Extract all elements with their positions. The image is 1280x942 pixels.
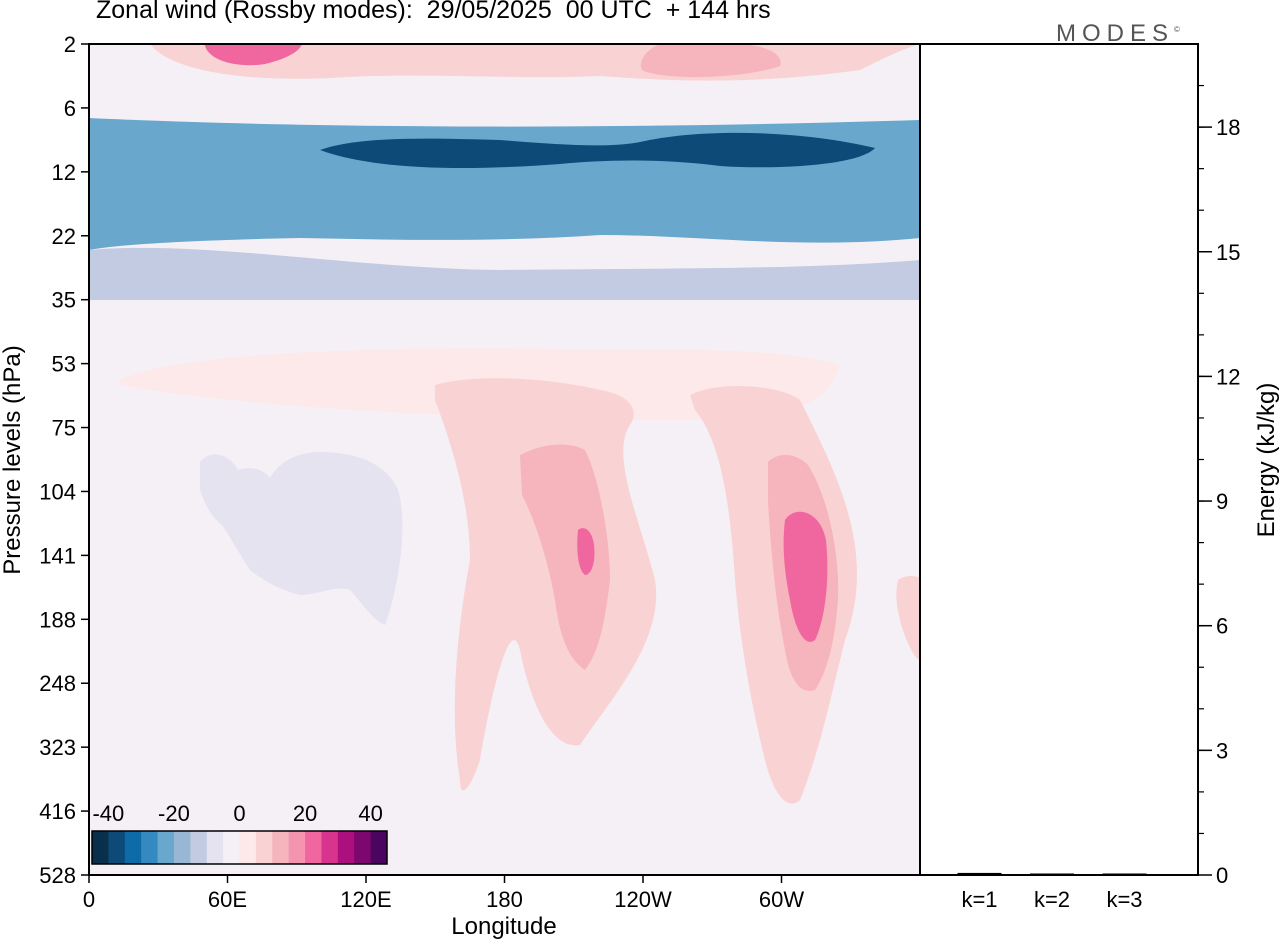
energy-bars [957, 872, 1147, 875]
contour-region-7 [89, 300, 920, 340]
y-tick-label: 188 [39, 607, 76, 632]
y-tick-label: 12 [52, 160, 76, 185]
energy-tick-label: 3 [1216, 738, 1228, 763]
contour-region-10 [200, 452, 403, 625]
colorbar-swatch [206, 831, 224, 864]
energy-tick-label: 12 [1216, 364, 1240, 389]
x-tick-label: 120E [340, 887, 391, 912]
colorbar-label: 20 [293, 801, 317, 826]
x-axis: 0 60E 120E 180 120W 60W [83, 875, 804, 912]
x-tick-label: 120W [614, 887, 672, 912]
energy-tick-label: 18 [1216, 115, 1240, 140]
colorbar-label: 40 [358, 801, 382, 826]
contour-region-16 [783, 511, 828, 642]
colorbar-swatch [337, 831, 355, 864]
energy-x-label: k=2 [1034, 887, 1070, 912]
y-axis-title: Pressure levels (hPa) [0, 345, 26, 574]
colorbar-swatch [354, 831, 372, 864]
contour-region-11 [435, 378, 657, 791]
energy-tick-label: 6 [1216, 614, 1228, 639]
y-tick-label: 35 [52, 288, 76, 313]
x-tick-label: 60E [208, 887, 247, 912]
x-tick-label: 180 [486, 887, 523, 912]
colorbar-label: 0 [233, 801, 245, 826]
colorbar-swatch [223, 831, 240, 864]
contour-region-17 [896, 575, 920, 660]
contour-region-3 [89, 88, 920, 124]
colorbar-swatch [190, 831, 208, 864]
colorbar-swatch [157, 831, 175, 864]
brand-mark: © [1174, 25, 1180, 34]
y-tick-label: 22 [52, 224, 76, 249]
contour-region-12 [520, 444, 610, 670]
contour-field [89, 44, 920, 875]
y-axis: 2 6 12 22 35 53 75 104 141 188 248 323 416 528 [39, 32, 89, 888]
colorbar-label: -20 [158, 801, 190, 826]
energy-y-axis: 0 3 6 9 12 15 18 [1198, 84, 1240, 888]
energy-x-label: k=3 [1106, 887, 1142, 912]
colorbar-swatch [92, 831, 109, 864]
contour-region-13 [577, 528, 595, 575]
energy-tick-label: 0 [1216, 863, 1228, 888]
energy-y-axis-title: Energy (kJ/kg) [1253, 383, 1280, 538]
colorbar-swatch [272, 831, 290, 864]
colorbar: -40 -20 0 20 40 [91, 801, 388, 865]
y-tick-label: 323 [39, 735, 76, 760]
colorbar-swatch [173, 831, 191, 864]
chart-title: Zonal wind (Rossby modes): 29/05/2025 00… [96, 0, 771, 24]
y-tick-label: 248 [39, 671, 76, 696]
colorbar-swatch [124, 831, 142, 864]
energy-x-axis: k=1 k=2 k=3 [961, 887, 1142, 912]
energy-panel: 0 3 6 9 12 15 18 k=1 k=2 k=3 Energy (kJ/kg) [919, 43, 1280, 912]
contour-region-5 [320, 132, 875, 169]
colorbar-swatch [321, 831, 339, 864]
y-tick-label: 75 [52, 416, 76, 441]
colorbar-label: -40 [92, 801, 124, 826]
colorbar-swatch [108, 831, 126, 864]
brand-name: MODES [1056, 20, 1175, 47]
y-tick-label: 528 [39, 863, 76, 888]
x-tick-label: 60W [759, 887, 804, 912]
brand-logo: MODES© [1056, 20, 1180, 48]
colorbar-swatch [305, 831, 322, 864]
colorbar-swatch [141, 831, 159, 864]
y-tick-label: 2 [64, 32, 76, 57]
contour-region-2 [640, 44, 781, 78]
contour-region-18 [848, 748, 888, 875]
colorbar-swatch [288, 831, 306, 864]
y-tick-label: 141 [39, 543, 76, 568]
energy-tick-label: 9 [1216, 489, 1228, 514]
y-tick-label: 53 [52, 352, 76, 377]
energy-bar [957, 872, 1002, 875]
energy-bar [1030, 873, 1074, 875]
energy-bar [1102, 873, 1147, 875]
colorbar-swatch [255, 831, 273, 864]
x-axis-title: Longitude [451, 913, 556, 940]
colorbar-frame [91, 830, 388, 865]
energy-frame [919, 43, 1199, 876]
energy-x-label: k=1 [961, 887, 997, 912]
y-tick-label: 104 [39, 479, 76, 504]
energy-tick-label: 15 [1216, 240, 1240, 265]
colorbar-swatch [370, 831, 388, 864]
y-tick-label: 416 [39, 799, 76, 824]
contour-region-1 [205, 44, 302, 66]
x-tick-label: 0 [83, 887, 95, 912]
y-tick-label: 6 [64, 96, 76, 121]
colorbar-swatch [239, 831, 257, 864]
